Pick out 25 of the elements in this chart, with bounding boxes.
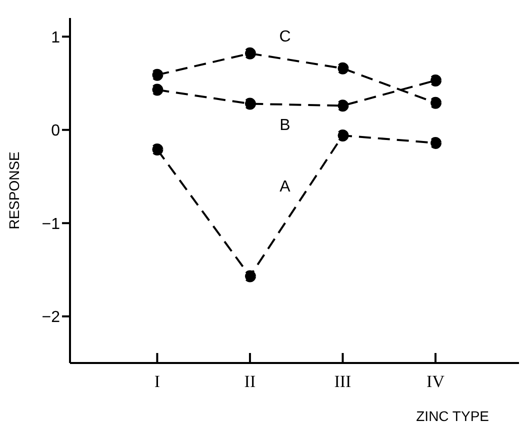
- y-tick-label: −2: [42, 309, 60, 326]
- x-tick-label: III: [334, 372, 352, 392]
- y-tick-label: −1: [42, 216, 60, 233]
- point: [151, 68, 164, 81]
- series-label: B: [280, 116, 290, 134]
- point: [336, 100, 349, 112]
- point: [336, 129, 349, 142]
- y-axis-title: RESPONSE: [6, 152, 22, 230]
- point: [336, 62, 349, 74]
- point: [430, 136, 442, 149]
- point: [244, 98, 256, 110]
- point: [244, 47, 256, 60]
- point: [430, 96, 442, 109]
- y-tick-label: 1: [51, 29, 60, 46]
- series-label: A: [280, 178, 291, 196]
- x-tick-label: IV: [426, 372, 446, 392]
- y-tick-label: 0: [51, 122, 60, 140]
- series-label: C: [279, 28, 291, 46]
- x-tick-label: I: [154, 372, 160, 392]
- x-axis-title: ZINC TYPE: [416, 408, 489, 424]
- point: [151, 84, 164, 96]
- point: [430, 74, 442, 86]
- x-tick-label: II: [244, 372, 256, 392]
- point: [244, 270, 256, 282]
- point: [151, 143, 164, 156]
